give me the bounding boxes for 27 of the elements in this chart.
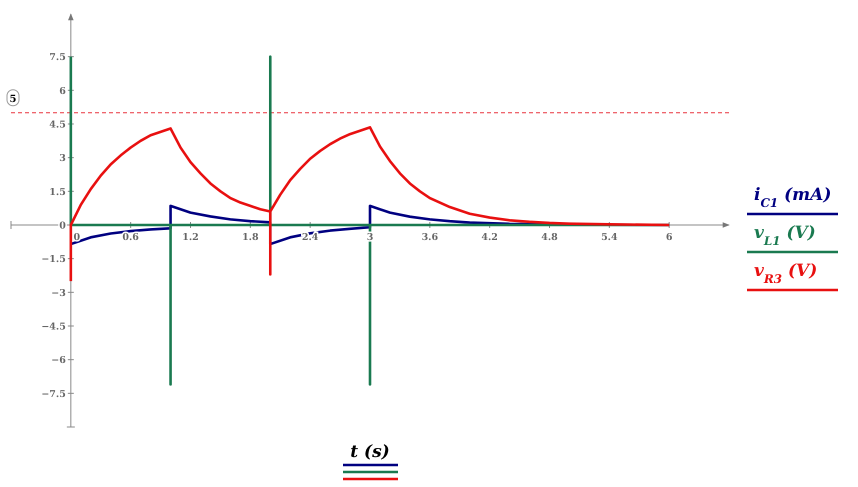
y-tick-label: −4.5 — [41, 321, 66, 332]
y-tick-label: −1.5 — [41, 254, 66, 266]
x-tick-label: 4.2 — [481, 232, 498, 243]
x-tick-label: 6 — [666, 232, 673, 243]
x-axis-title: t (s) — [350, 442, 390, 462]
y-tick-label: −3 — [51, 288, 66, 299]
y-tick-label: 4.5 — [49, 119, 66, 130]
y-tick-label: −7.5 — [41, 388, 66, 400]
x-tick-label: 0 — [74, 232, 81, 243]
x-tick-label: 1.2 — [182, 232, 199, 243]
x-tick-label: 4.8 — [541, 232, 558, 243]
x-tick-label: 3 — [366, 232, 374, 243]
y-tick-label: −6 — [51, 355, 66, 366]
ref-line-label: 5 — [10, 94, 17, 105]
x-tick-label: 2.4 — [302, 232, 319, 243]
x-tick-label: 5.4 — [601, 232, 618, 243]
x-tick-label: 3.6 — [422, 232, 438, 243]
x-tick-label: 0.6 — [122, 232, 140, 243]
y-tick-label: 1.5 — [49, 186, 66, 198]
text: v$_{R3}$ (V) — [754, 261, 818, 286]
x-tick-label: 1.8 — [242, 232, 259, 243]
y-tick-label: 6 — [59, 86, 66, 97]
y-tick-label: 3 — [59, 153, 66, 164]
text: i$_{C1}$ (mA) — [754, 185, 832, 210]
line-series — [70, 126, 670, 282]
text: v$_{L1}$ (V) — [754, 223, 816, 248]
y-tick-label: 7.5 — [49, 52, 66, 64]
